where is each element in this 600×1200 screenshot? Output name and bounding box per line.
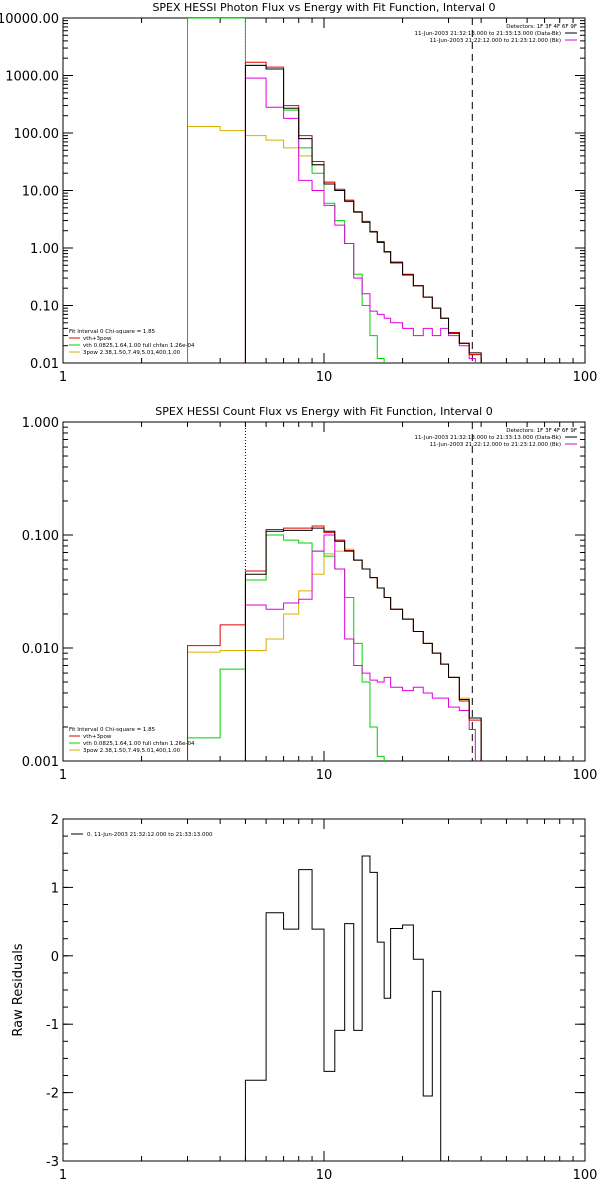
y-tick-label: 0.001 — [22, 755, 59, 770]
legend-entry: 11-Jun-2003 21:22:12.000 to 21:23:12.000… — [429, 38, 561, 44]
y-axis: 0.001 0.010 0.100 1.000 — [22, 416, 585, 770]
plot-frame — [62, 421, 586, 762]
x-tick-label: 1 — [59, 1168, 67, 1183]
x-axis: 1 10 100 — [59, 422, 598, 783]
legend-top-left: 0. 11-Jun-2003 21:32:12.000 to 21:33:13.… — [71, 832, 213, 838]
legend-entry: 3pow 2.38,1.50,7.49,5.01,400,1.00 — [83, 748, 181, 754]
legend-entry: vth 0.0825,1.64,1.00 full chfan 1.26e-04 — [83, 741, 195, 747]
y-tick-label: 1 — [51, 881, 59, 896]
x-tick-label: 10 — [316, 1168, 333, 1183]
legend-entry: Detectors: 1F 3F 4F 6F 9F — [506, 24, 577, 30]
y-tick-label: 0.010 — [22, 642, 59, 657]
x-tick-label: 10 — [316, 370, 333, 385]
legend-entry: Fit Interval 0 Chi-square = 1.85 — [69, 329, 156, 335]
y-tick-label: -3 — [46, 1155, 59, 1170]
legend-entry: vth+3pow — [83, 734, 112, 740]
y-tick-label: -1 — [46, 1018, 59, 1033]
chart-panel-1: SPEX HESSI Photon Flux vs Energy with Fi… — [0, 1, 597, 385]
x-tick-label: 100 — [573, 370, 598, 385]
x-axis: 1 10 100 — [59, 819, 598, 1183]
legend-entry: vth+3pow — [83, 336, 112, 342]
x-tick-label: 1 — [59, 768, 67, 783]
legend-entry: 3pow 2.38,1.50,7.49,5.01,400,1.00 — [83, 350, 181, 356]
chart-title: SPEX HESSI Photon Flux vs Energy with Fi… — [152, 1, 495, 14]
series-background — [244, 534, 476, 761]
x-tick-label: 1 — [59, 370, 67, 385]
series-background — [244, 77, 476, 363]
y-axis: -3 -2 -1 0 1 2 — [46, 813, 585, 1170]
y-tick-label: 0.100 — [22, 529, 59, 544]
series-total-model — [244, 61, 482, 363]
legend-entry: 11-Jun-2003 21:32:13.000 to 21:33:13.000… — [415, 31, 561, 37]
series-power-law — [187, 548, 482, 761]
legend-bottom-left: Fit Interval 0 Chi-square = 1.85vth+3pow… — [69, 727, 195, 754]
series-residuals — [244, 855, 442, 1161]
series-group — [187, 18, 482, 363]
series-data — [244, 64, 482, 363]
y-tick-label: 1000.00 — [5, 70, 59, 85]
y-tick-label: -2 — [46, 1087, 59, 1102]
legend-entry: 11-Jun-2003 21:32:13.000 to 21:33:13.000… — [415, 435, 561, 441]
y-axis-label: Raw Residuals — [11, 943, 26, 1036]
y-tick-label: 0.01 — [30, 357, 59, 372]
y-tick-label: 1.000 — [22, 416, 59, 431]
y-tick-label: 2 — [51, 813, 59, 828]
y-tick-label: 10000.00 — [0, 12, 59, 27]
chart-panel-3: 1 10 100 -3 -2 -1 0 1 2 Raw Residuals 0. 11-Jun-20… — [11, 813, 598, 1183]
y-tick-label: 100.00 — [14, 127, 60, 142]
legend-entry: vth 0.0825,1.64,1.00 full chfan 1.26e-04 — [83, 343, 195, 349]
chart-panel-2: SPEX HESSI Count Flux vs Energy with Fit… — [22, 405, 598, 783]
x-tick-label: 100 — [573, 768, 598, 783]
series-group — [187, 525, 482, 761]
y-tick-label: 0.10 — [30, 300, 59, 315]
legend-entry: Detectors: 1F 3F 4F 6F 9F — [506, 428, 577, 434]
x-tick-label: 10 — [316, 768, 333, 783]
legend-entry: Fit Interval 0 Chi-square = 1.85 — [69, 727, 156, 733]
y-tick-label: 1.00 — [30, 242, 59, 257]
y-tick-label: 10.00 — [22, 185, 59, 200]
legend-entry: 0. 11-Jun-2003 21:32:12.000 to 21:33:13.… — [87, 832, 213, 838]
series-power-law — [187, 125, 482, 363]
series-group — [244, 855, 442, 1161]
legend-entry: 11-Jun-2003 21:22:12.000 to 21:23:12.000… — [429, 442, 561, 448]
chart-title: SPEX HESSI Count Flux vs Energy with Fit… — [155, 405, 492, 418]
series-data — [244, 527, 482, 761]
x-tick-label: 100 — [573, 1168, 598, 1183]
y-tick-label: 0 — [51, 950, 59, 965]
legend-bottom-left: Fit Interval 0 Chi-square = 1.85vth+3pow… — [69, 329, 195, 356]
y-axis: 0.01 0.10 1.00 10.00 100.00 1000.00 10000.00 — [0, 12, 585, 372]
series-thermal — [187, 18, 385, 363]
